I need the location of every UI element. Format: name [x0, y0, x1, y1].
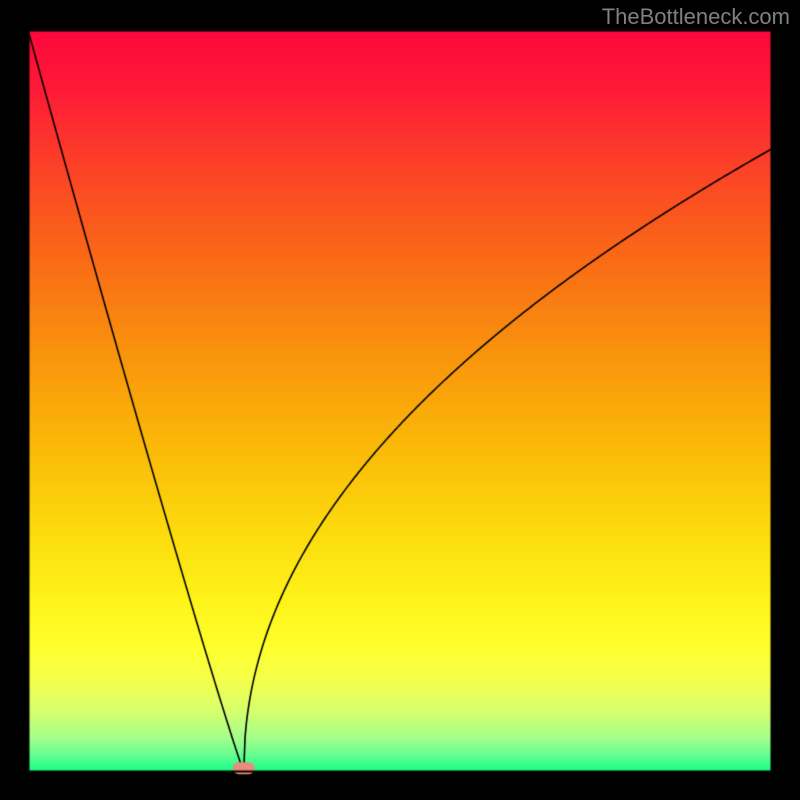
bottleneck-chart-canvas	[0, 0, 800, 800]
watermark-label: TheBottleneck.com	[602, 4, 790, 30]
chart-container: TheBottleneck.com	[0, 0, 800, 800]
